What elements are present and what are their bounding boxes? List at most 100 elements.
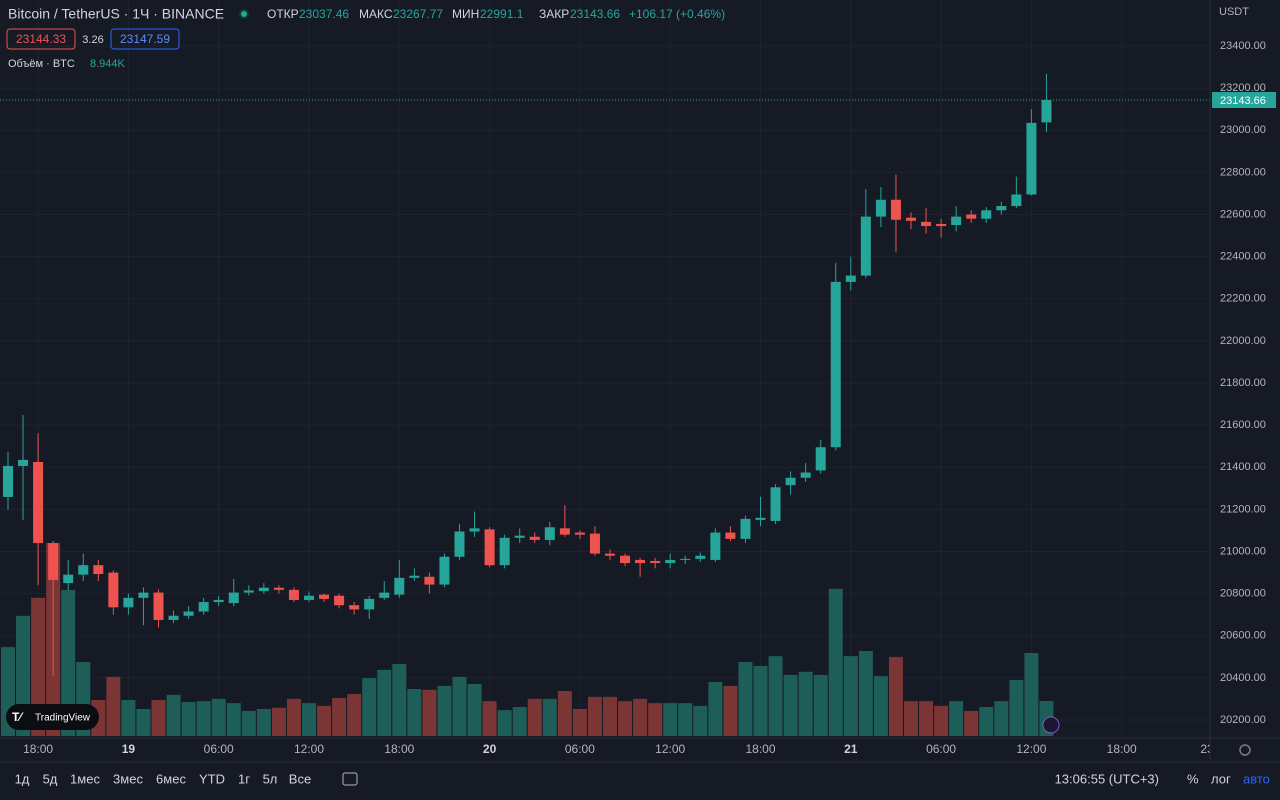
volume-bar: [317, 705, 332, 736]
range-button[interactable]: YTD: [199, 771, 225, 786]
volume-bar: [512, 707, 527, 736]
range-button[interactable]: 6мес: [156, 771, 186, 786]
x-tick-label: 21: [844, 742, 858, 756]
last-price-box: [1212, 91, 1276, 108]
volume-bar: [768, 656, 783, 736]
candle-body: [258, 587, 269, 592]
volume-bar: [587, 696, 602, 736]
candle-body: [725, 532, 736, 539]
volume-bar: [648, 703, 663, 736]
candle-body: [1026, 122, 1037, 195]
candle-body: [589, 533, 600, 554]
date-range-icon[interactable]: [342, 772, 358, 786]
y-tick-label: 22800.00: [1220, 166, 1266, 178]
volume-bar: [783, 674, 798, 736]
candle-body: [78, 565, 89, 575]
candle-body: [183, 611, 194, 616]
y-tick-label: 21400.00: [1220, 461, 1266, 473]
volume-bar: [964, 710, 979, 736]
volume-bar: [949, 701, 964, 736]
x-tick-label: 18:00: [23, 742, 53, 756]
candle-body: [198, 602, 209, 612]
x-tick-label: 20: [483, 742, 497, 756]
candle-body: [529, 536, 540, 540]
volume-bar: [332, 698, 347, 736]
range-button[interactable]: 1г: [238, 771, 250, 786]
volume-bar: [256, 708, 271, 736]
volume-bar: [904, 701, 918, 736]
x-tick-label: 12:00: [294, 742, 324, 756]
ask-box[interactable]: [110, 28, 180, 50]
volume-bar: [633, 698, 648, 736]
candle-body: [63, 574, 74, 584]
ask[interactable]: 23147.59: [120, 32, 170, 46]
range-button[interactable]: Все: [289, 771, 311, 786]
volume-bar: [181, 701, 196, 736]
volume-bar: [271, 707, 286, 736]
candle-body: [875, 199, 886, 217]
volume-bar: [422, 689, 437, 736]
bid-box[interactable]: [6, 28, 76, 50]
volume-bar: [873, 676, 888, 736]
currency[interactable]: USDT: [1219, 6, 1249, 18]
candle-body: [499, 537, 510, 566]
volume-bar: [858, 651, 873, 736]
volume-bar: [467, 683, 482, 736]
volume-bar: [226, 703, 241, 736]
y-tick-label: 21800.00: [1220, 377, 1266, 389]
symbol: Bitcoin / TetherUS · 1Ч · BINANCE: [8, 6, 224, 22]
y-tick-label: 20600.00: [1220, 630, 1266, 642]
candle-body: [574, 532, 585, 535]
candle-body: [951, 216, 962, 226]
volume-bar: [61, 589, 76, 736]
x-tick-label: 18:00: [745, 742, 775, 756]
candle-body: [469, 528, 480, 532]
volume-bar: [482, 701, 497, 736]
status-dot: [241, 11, 247, 17]
volume-bar: [407, 689, 422, 736]
open-value: 23037.46: [299, 7, 349, 21]
range-button[interactable]: 1мес: [70, 771, 100, 786]
close-label: ЗАКР: [539, 7, 569, 21]
range-button[interactable]: 1д: [15, 771, 30, 786]
volume-bar: [302, 703, 316, 736]
candle-body: [620, 555, 631, 564]
volume-bar: [663, 703, 678, 736]
event-icon[interactable]: [1042, 716, 1060, 734]
volume-bar: [1024, 653, 1039, 736]
x-tick-label: 12:00: [1016, 742, 1046, 756]
x-tick-label: 06:00: [565, 742, 595, 756]
candle-body: [1011, 194, 1022, 207]
volume-bar: [1009, 680, 1024, 736]
range-button[interactable]: 5л: [263, 771, 278, 786]
bid[interactable]: 23144.33: [16, 32, 66, 46]
log-toggle[interactable]: лог: [1211, 771, 1231, 786]
range-button[interactable]: 5д: [43, 771, 58, 786]
logo-badge[interactable]: [6, 704, 99, 730]
x-tick-label: 18:00: [384, 742, 414, 756]
candle-body: [845, 275, 856, 282]
volume-bar: [241, 710, 256, 736]
x-tick-label: 06:00: [204, 742, 234, 756]
candle-body: [559, 528, 570, 535]
candle-body: [860, 216, 871, 276]
candle-body: [108, 572, 119, 608]
candle-body: [168, 615, 179, 620]
x-tick-label: 12:00: [655, 742, 685, 756]
volume-bar: [753, 665, 768, 736]
range-button[interactable]: 3мес: [113, 771, 143, 786]
y-tick-label: 20200.00: [1220, 714, 1266, 726]
close-value: 23143.66: [570, 7, 620, 21]
percent-toggle[interactable]: %: [1187, 771, 1199, 786]
candle-body: [921, 221, 932, 227]
settings-icon[interactable]: [1239, 744, 1251, 756]
auto-toggle[interactable]: авто: [1243, 771, 1270, 786]
candle-body: [93, 565, 104, 575]
candle-body: [153, 592, 164, 620]
y-tick-label: 21200.00: [1220, 503, 1266, 515]
candle-body: [228, 592, 239, 604]
logo[interactable]: TradingView: [35, 713, 91, 724]
volume-bar: [542, 698, 557, 736]
